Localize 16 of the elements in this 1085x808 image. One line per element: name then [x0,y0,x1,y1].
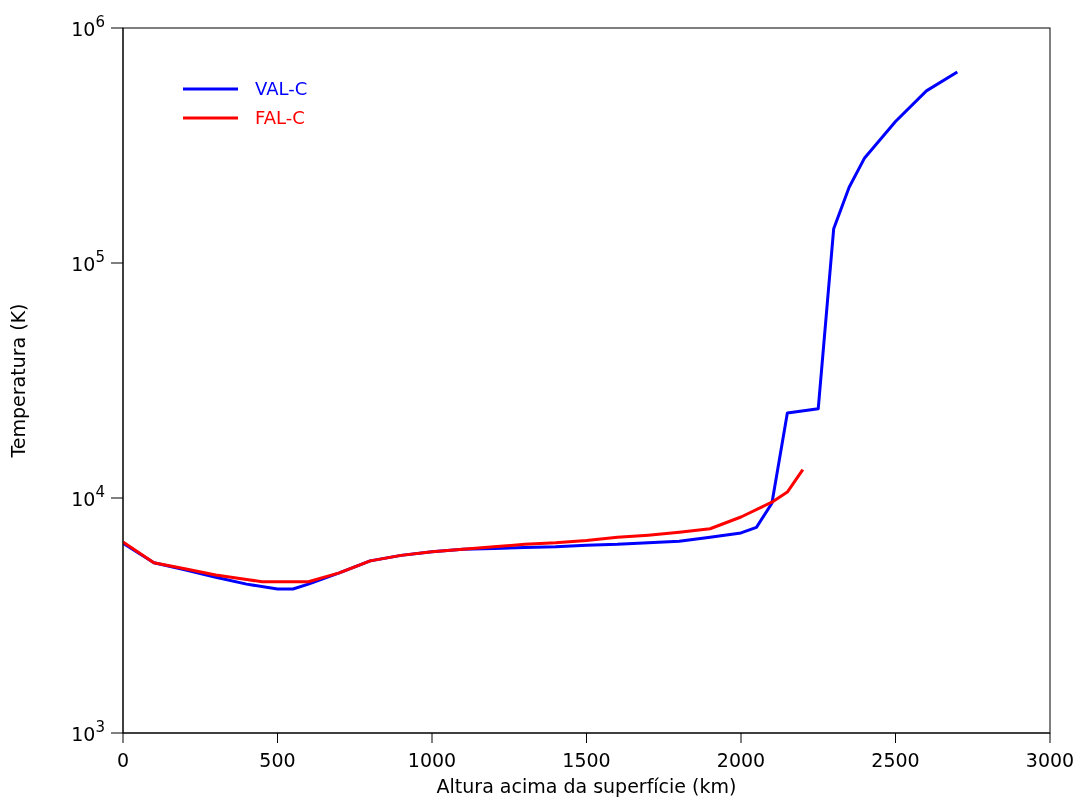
x-tick-label: 3000 [1025,749,1075,771]
x-axis-title: Altura acima da superfície (km) [436,775,737,797]
y-tick-label: 10$^{3}$ [71,718,105,745]
x-tick-label: 1500 [562,749,611,771]
y-axis-title: Temperatura (K) [6,303,29,459]
line-series [123,468,805,584]
y-tick-label: 10$^{4}$ [71,483,105,510]
x-tick-label: 500 [259,749,296,771]
x-tick-label: 2000 [716,749,766,771]
y-tick-label: 10$^{5}$ [71,248,105,275]
legend-label: FAL-C [255,107,305,128]
y-tick-label: 10$^{6}$ [71,13,105,40]
legend-label: VAL-C [255,78,308,99]
x-tick-label: 2500 [871,749,920,771]
x-tick-label: 0 [116,749,130,771]
x-tick-label: 1000 [407,749,457,771]
